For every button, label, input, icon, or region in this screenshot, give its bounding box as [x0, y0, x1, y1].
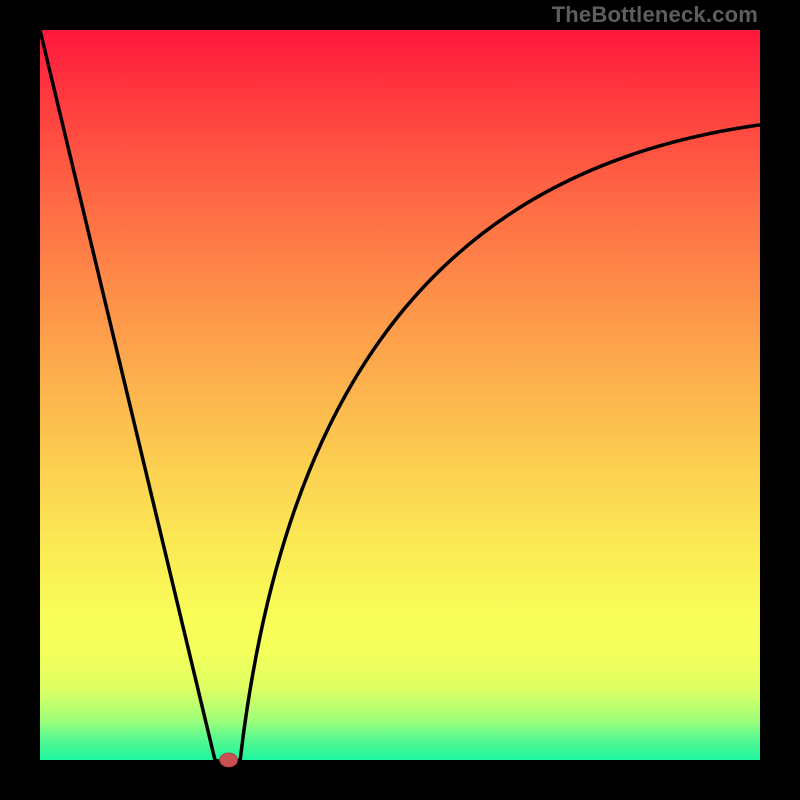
chart-svg	[0, 0, 800, 800]
optimal-point-marker	[220, 753, 238, 767]
plot-background	[40, 30, 760, 760]
watermark: TheBottleneck.com	[552, 2, 758, 28]
chart-root: TheBottleneck.com	[0, 0, 800, 800]
